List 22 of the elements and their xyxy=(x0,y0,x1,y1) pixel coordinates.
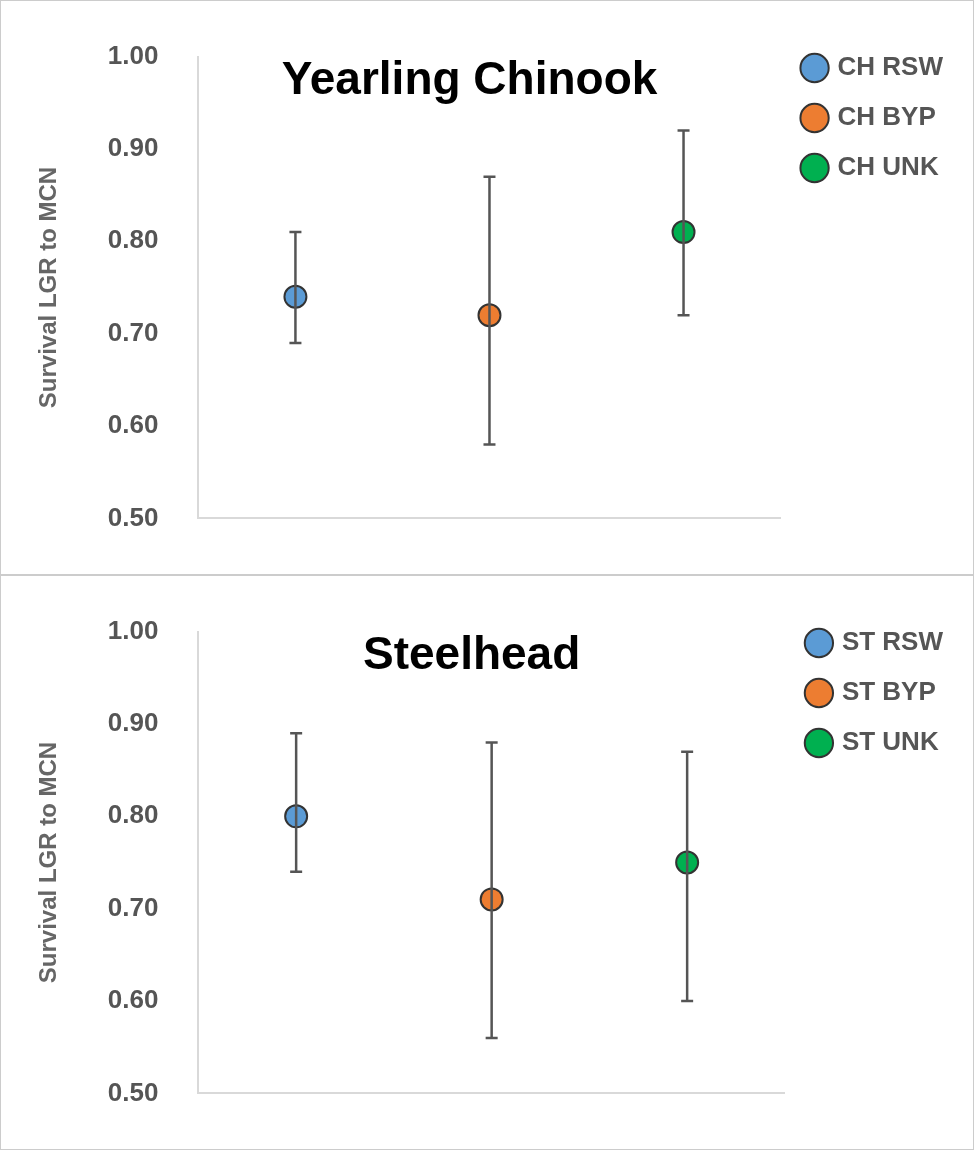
y-tick-label: 0.50 xyxy=(107,1076,159,1107)
y-tick-label: 0.70 xyxy=(107,891,159,922)
y-tick-label: 0.60 xyxy=(107,984,159,1015)
y-tick-label: 0.50 xyxy=(107,501,159,532)
y-tick-label: 0.80 xyxy=(107,224,159,255)
y-tick-label: 0.90 xyxy=(107,707,159,738)
y-tick-label: 0.60 xyxy=(107,409,159,440)
y-axis-title: Survival LGR to MCN xyxy=(34,166,62,409)
y-tick-label: 1.00 xyxy=(107,39,159,70)
legend-label: CH BYP xyxy=(837,101,936,132)
legend-label: CH RSW xyxy=(837,51,944,82)
legend-label: ST BYP xyxy=(841,676,936,707)
y-tick-label: 0.70 xyxy=(107,316,159,347)
y-tick-label: 0.80 xyxy=(107,799,159,830)
y-axis-title: Survival LGR to MCN xyxy=(34,741,62,984)
legend-label: ST RSW xyxy=(841,626,944,657)
y-tick-label: 0.90 xyxy=(107,132,159,163)
y-tick-label: 1.00 xyxy=(107,614,159,645)
chart-title: Steelhead xyxy=(362,627,581,680)
legend-label: ST UNK xyxy=(841,726,939,757)
legend-label: CH UNK xyxy=(837,151,939,182)
chart-title: Yearling Chinook xyxy=(281,52,658,105)
